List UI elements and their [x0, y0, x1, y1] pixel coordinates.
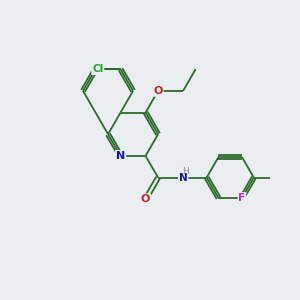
Text: N: N — [116, 151, 125, 161]
Text: Cl: Cl — [92, 64, 103, 74]
Text: N: N — [179, 172, 188, 183]
Text: F: F — [238, 193, 246, 203]
Text: O: O — [141, 194, 150, 204]
Text: O: O — [153, 86, 163, 96]
Text: H: H — [182, 167, 189, 176]
